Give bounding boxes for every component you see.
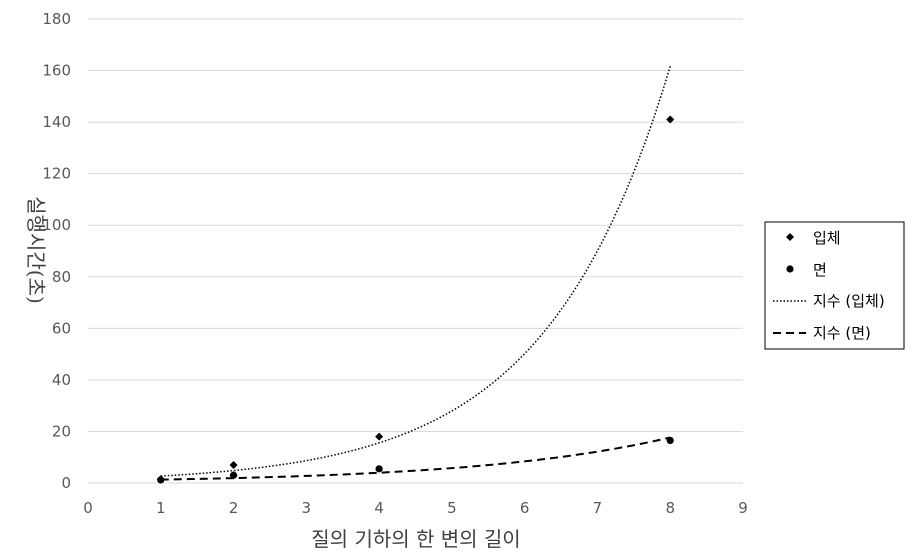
legend-label: 지수 (입체)	[813, 292, 885, 310]
y-tick-label: 0	[61, 474, 71, 492]
legend-marker	[786, 265, 794, 273]
y-tick-label: 80	[52, 268, 71, 286]
grid-lines	[88, 18, 743, 484]
x-axis-title: 질의 기하의 한 변의 길이	[311, 527, 520, 551]
legend-box	[764, 221, 905, 350]
y-tick-label: 20	[52, 422, 71, 440]
x-tick-label: 3	[302, 499, 312, 517]
y-tick-label: 160	[42, 62, 71, 80]
data-point-face	[229, 471, 238, 479]
trendline-solid-exp	[160, 66, 671, 477]
legend-label: 입체	[813, 229, 841, 247]
y-tick-label: 100	[42, 216, 71, 234]
y-tick-label: 180	[42, 10, 71, 28]
x-tick-label: 8	[665, 499, 675, 517]
data-points	[156, 115, 675, 484]
x-tick-label: 0	[83, 499, 93, 517]
y-tick-label: 140	[42, 113, 71, 131]
data-point-face	[375, 465, 383, 473]
x-tick-label: 2	[229, 499, 239, 517]
x-tick-label: 5	[447, 499, 457, 517]
legend-label: 면	[813, 261, 827, 279]
x-tick-label: 9	[738, 499, 748, 517]
data-point-solid	[666, 115, 675, 124]
y-tick-labels: 0 20 40 60 80 100 120 140 160 180	[42, 10, 71, 492]
legend-label: 지수 (면)	[813, 324, 871, 342]
y-tick-label: 120	[42, 165, 71, 183]
x-tick-labels: 0 1 2 3 4 5 6 7 8 9	[83, 499, 748, 517]
x-tick-label: 7	[593, 499, 603, 517]
x-tick-label: 4	[374, 499, 384, 517]
data-point-solid	[229, 460, 238, 469]
data-point-solid	[375, 432, 384, 441]
legend-marker	[786, 233, 794, 241]
data-point-face	[157, 476, 165, 484]
trendline-face-exp	[160, 436, 671, 481]
x-tick-label: 1	[156, 499, 166, 517]
x-tick-label: 6	[520, 499, 530, 517]
y-axis-title: 실행시간(초)	[24, 196, 48, 304]
data-point-face	[666, 436, 674, 445]
y-tick-label: 60	[52, 319, 71, 337]
trendlines	[160, 66, 671, 481]
y-tick-label: 40	[52, 371, 71, 389]
